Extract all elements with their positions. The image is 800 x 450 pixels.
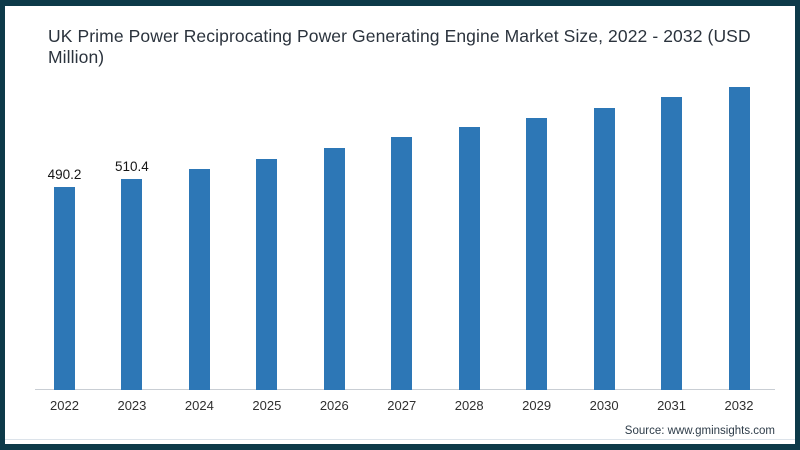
bar-2024[interactable] bbox=[188, 169, 210, 390]
bottom-divider bbox=[5, 439, 795, 440]
bar-2029[interactable] bbox=[526, 117, 548, 390]
bar-2022[interactable] bbox=[54, 186, 75, 390]
bar-value-label-2023: 510.4 bbox=[115, 158, 149, 174]
x-tick-label-2024: 2024 bbox=[184, 398, 214, 413]
x-tick-label-2029: 2029 bbox=[522, 398, 552, 413]
x-tick-label-2023: 2023 bbox=[117, 398, 147, 413]
x-tick-label-2025: 2025 bbox=[252, 398, 282, 413]
x-tick-label-2028: 2028 bbox=[454, 398, 484, 413]
bar-2023[interactable] bbox=[121, 178, 143, 390]
x-tick-label-2030: 2030 bbox=[589, 398, 619, 413]
bar-2032[interactable] bbox=[728, 87, 750, 390]
x-tick-label-2026: 2026 bbox=[319, 398, 349, 413]
source-text: Source: www.gminsights.com bbox=[624, 425, 775, 437]
x-tick-label-2032: 2032 bbox=[724, 398, 754, 413]
bar-2026[interactable] bbox=[323, 147, 345, 390]
bar-2028[interactable] bbox=[458, 126, 480, 390]
bar-2031[interactable] bbox=[661, 96, 683, 390]
bar-2030[interactable] bbox=[593, 108, 615, 390]
chart-title: UK Prime Power Reciprocating Power Gener… bbox=[48, 26, 751, 67]
bar-value-label-2022: 490.2 bbox=[47, 166, 82, 182]
bar-2025[interactable] bbox=[256, 158, 278, 390]
bar-2027[interactable] bbox=[391, 137, 413, 390]
x-tick-label-2027: 2027 bbox=[387, 398, 417, 413]
x-tick-label-2031: 2031 bbox=[657, 398, 686, 413]
x-tick-label-2022: 2022 bbox=[50, 398, 79, 413]
